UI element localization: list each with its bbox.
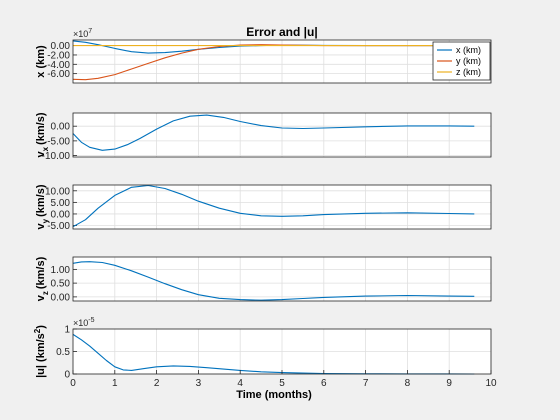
exponent-power: -5 [88,317,94,324]
y-axis-label-vy: vy(km/s) [35,184,50,229]
series-line-vz-0 [72,261,475,301]
y-label-main: v [35,294,47,301]
y-axis-label-vz: vz (km/s) [35,256,50,301]
y-label-subscript: y [41,218,50,223]
exponent-label-pos: ×107 [73,28,92,39]
y-label-end: ) [35,325,47,329]
y-label-subscript: x [41,146,50,151]
y-tick-label: -10.00 [42,151,71,162]
y-tick-label: -2.00 [47,50,70,61]
y-label-unit: (km/s) [35,256,47,289]
legend-entry: z (km) [456,67,481,77]
y-label-unit: (km/s) [35,184,47,217]
series-line-vx-0 [72,114,475,151]
y-label-subscript: z [41,291,50,295]
x-tick-label: 3 [196,378,202,389]
y-tick-label: 0.5 [56,347,70,358]
exponent-base: ×10 [73,29,88,39]
y-tick-label: 0.50 [51,279,71,290]
x-tick-label: 7 [363,378,369,389]
panel-pos: 0.00-2.00-4.00-6.00 ×107 Error and |u| x (k… [35,25,492,84]
y-label-main: v [35,150,47,157]
y-tick-label: 10.00 [45,186,70,197]
y-tick-label: -5.00 [47,136,70,147]
panel-vz: 1.00 0.50 0.00 vz (km/s) [35,256,492,303]
y-axis-label-pos: x (km) [35,45,47,78]
y-label-main: |u| (km/s [35,333,47,378]
x-tick-label: 6 [321,378,327,389]
x-tick-label: 1 [112,378,118,389]
y-tick-label: -6.00 [47,69,70,80]
legend-entry: y (km) [456,56,481,66]
y-label-main: v [35,222,47,229]
y-tick-label: 1 [64,325,70,336]
exponent-label-u: ×10-5 [73,317,95,328]
y-tick-label: 1.00 [51,265,71,276]
y-axis-label-u: |u| (km/s2) [33,325,47,378]
exponent-power: 7 [88,28,92,35]
y-axis-label-vx: vx(km/s) [35,112,50,157]
axes-box-pos [72,39,492,84]
y-tick-label: 0.00 [51,209,71,220]
x-axis-label: Time (months) [236,389,312,401]
x-tick-label: 2 [154,378,160,389]
legend-box [432,41,491,81]
x-tick-label: 8 [405,378,411,389]
x-tick-label: 0 [70,378,76,389]
series-line-vy-0 [72,184,475,228]
y-tick-label: -5.00 [47,221,70,232]
x-tick-label: 5 [279,378,285,389]
y-tick-label: 0.00 [51,292,71,303]
axes-box-vx [72,112,492,158]
legend: x (km)y (km)z (km) [432,41,491,81]
y-tick-label: 5.00 [51,198,71,209]
legend-entry: x (km) [456,45,481,55]
y-label-superscript: 2 [33,328,42,333]
axes-box-vz [72,256,492,302]
x-tick-label: 4 [237,378,243,389]
chart-title: Error and |u| [246,25,317,39]
x-tick-label: 10 [485,378,497,389]
y-tick-label: 0 [64,370,70,381]
y-tick-label: 0.00 [51,41,71,52]
axes-box-vy [72,184,492,230]
x-tick-label: 9 [446,378,452,389]
y-label-unit: (km/s) [35,112,47,145]
y-tick-label: -4.00 [47,60,70,71]
exponent-base: ×10 [73,318,88,328]
y-tick-label: 0.00 [51,122,71,133]
